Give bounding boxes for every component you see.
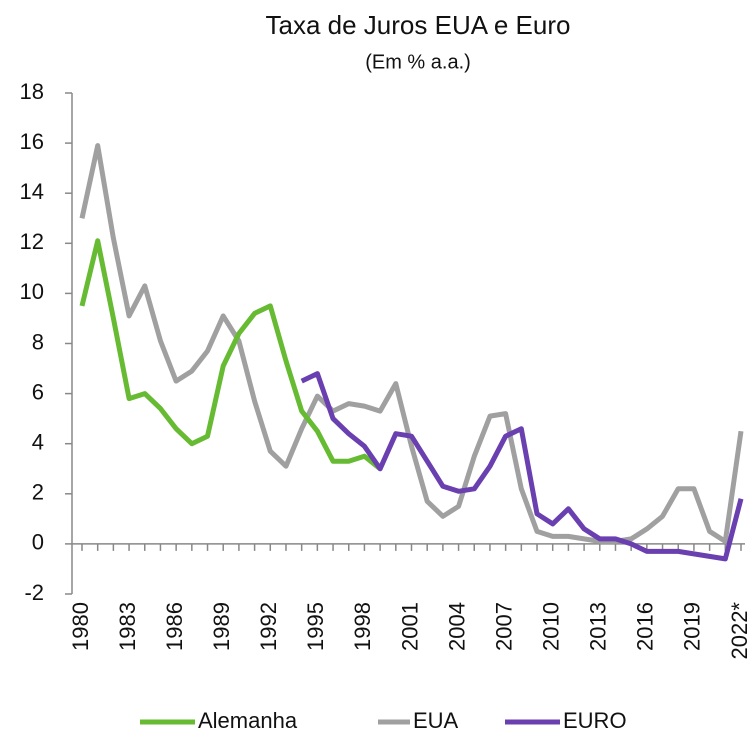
legend-label: EURO	[563, 708, 627, 733]
y-tick-label: 12	[20, 229, 44, 254]
x-tick-label: 2004	[444, 602, 469, 651]
y-tick-label: 4	[32, 430, 44, 455]
x-tick-label: 1992	[256, 602, 281, 651]
y-tick-label: 16	[20, 129, 44, 154]
y-tick-label: 10	[20, 279, 44, 304]
chart-subtitle: (Em % a.a.)	[365, 51, 471, 73]
chart-title: Taxa de Juros EUA e Euro	[266, 10, 571, 40]
x-tick-label: 1983	[115, 602, 140, 651]
y-tick-label: 2	[32, 480, 44, 505]
series-line	[300, 371, 744, 562]
y-tick-label: 14	[20, 179, 44, 204]
x-tick-label: 1998	[350, 602, 375, 651]
x-tick-label: 1989	[209, 602, 234, 651]
y-tick-label: 18	[20, 79, 44, 104]
x-tick-label: 2010	[539, 602, 564, 651]
series-line	[79, 238, 382, 471]
series-line	[79, 143, 744, 544]
x-tick-label: 1980	[68, 602, 93, 651]
x-tick-label: 2013	[586, 602, 611, 651]
y-tick-label: 8	[32, 329, 44, 354]
x-tick-label: 2022*	[727, 602, 752, 660]
y-tick-label: 0	[32, 530, 44, 555]
x-tick-label: 1986	[162, 602, 187, 651]
legend-label: EUA	[413, 708, 459, 733]
x-tick-label: 1995	[303, 602, 328, 651]
x-tick-label: 2007	[491, 602, 516, 651]
x-tick-label: 2019	[680, 602, 705, 651]
x-tick-label: 2001	[397, 602, 422, 651]
legend-label: Alemanha	[198, 708, 298, 733]
y-tick-label: -2	[24, 580, 44, 605]
x-tick-label: 2016	[633, 602, 658, 651]
y-tick-label: 6	[32, 379, 44, 404]
